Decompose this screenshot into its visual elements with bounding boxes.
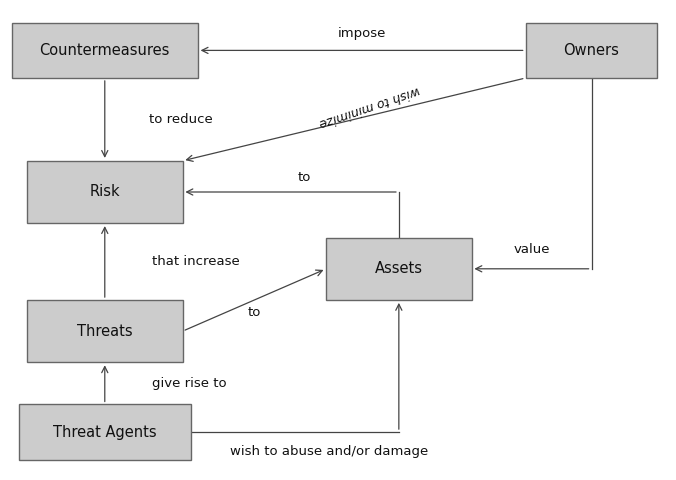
FancyBboxPatch shape [18,404,191,460]
Text: to: to [247,305,261,319]
FancyBboxPatch shape [27,161,183,223]
FancyBboxPatch shape [526,23,657,78]
Text: Assets: Assets [375,261,423,276]
Text: Threat Agents: Threat Agents [53,424,157,440]
Text: to: to [297,171,311,184]
Text: Risk: Risk [89,184,120,200]
Text: to reduce: to reduce [149,113,212,126]
FancyBboxPatch shape [27,300,183,362]
Text: Countermeasures: Countermeasures [40,43,170,58]
FancyBboxPatch shape [11,23,197,78]
Text: impose: impose [337,27,386,40]
Text: Owners: Owners [564,43,619,58]
Text: that increase: that increase [152,255,240,268]
Text: value: value [513,243,550,256]
Text: wish to abuse and/or damage: wish to abuse and/or damage [230,444,428,458]
FancyBboxPatch shape [327,238,472,300]
Text: give rise to: give rise to [152,377,226,390]
Text: wish to minimize: wish to minimize [318,83,422,130]
Text: Threats: Threats [77,324,132,339]
